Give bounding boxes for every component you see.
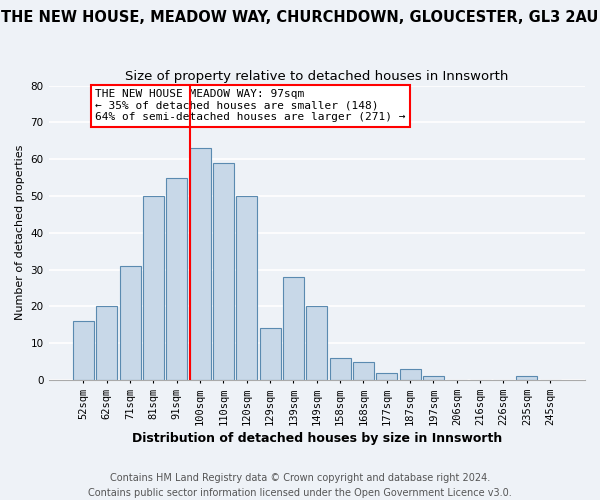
Bar (423, 376, 444, 380)
Bar (190, 148, 211, 380)
Bar (73, 321, 94, 380)
Y-axis label: Number of detached properties: Number of detached properties (15, 145, 25, 320)
Text: THE NEW HOUSE MEADOW WAY: 97sqm
← 35% of detached houses are smaller (148)
64% o: THE NEW HOUSE MEADOW WAY: 97sqm ← 35% of… (95, 89, 406, 122)
X-axis label: Distribution of detached houses by size in Innsworth: Distribution of detached houses by size … (131, 432, 502, 445)
Bar (353, 362, 374, 380)
Bar (329, 358, 350, 380)
Bar (119, 266, 140, 380)
Bar (260, 328, 281, 380)
Text: Contains HM Land Registry data © Crown copyright and database right 2024.
Contai: Contains HM Land Registry data © Crown c… (88, 472, 512, 498)
Text: THE NEW HOUSE, MEADOW WAY, CHURCHDOWN, GLOUCESTER, GL3 2AU: THE NEW HOUSE, MEADOW WAY, CHURCHDOWN, G… (1, 10, 599, 25)
Bar (96, 306, 117, 380)
Bar (283, 277, 304, 380)
Bar (213, 163, 234, 380)
Bar (166, 178, 187, 380)
Bar (306, 306, 327, 380)
Bar (236, 196, 257, 380)
Bar (143, 196, 164, 380)
Title: Size of property relative to detached houses in Innsworth: Size of property relative to detached ho… (125, 70, 508, 83)
Bar (516, 376, 537, 380)
Bar (400, 369, 421, 380)
Bar (376, 372, 397, 380)
